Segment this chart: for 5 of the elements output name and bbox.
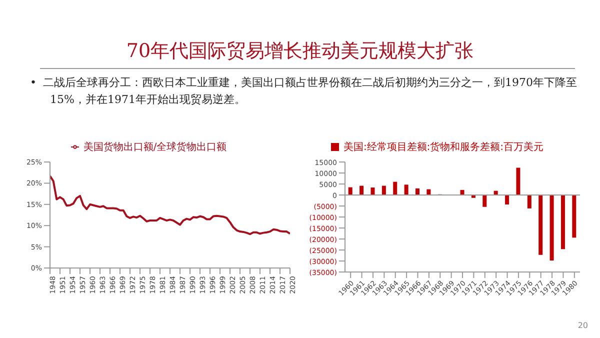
legend-label: 美国:经常项目差额:货物和服务差额:百万美元 xyxy=(343,142,544,153)
text: 20 xyxy=(578,321,588,330)
chart-title: 70年代国际贸易增长推动美元规模大扩张 xyxy=(125,39,475,64)
legend-label: 美国货物出口额/全球货物出口额 xyxy=(83,142,227,153)
chart-subtitle: • 二战后全球再分工：西欧日本工业重建，美国出口额占世界份额在二战后初期约为三分之一，到1970年下降至15%，并在1971年开始出现贸易逆差。 xyxy=(30,75,578,108)
